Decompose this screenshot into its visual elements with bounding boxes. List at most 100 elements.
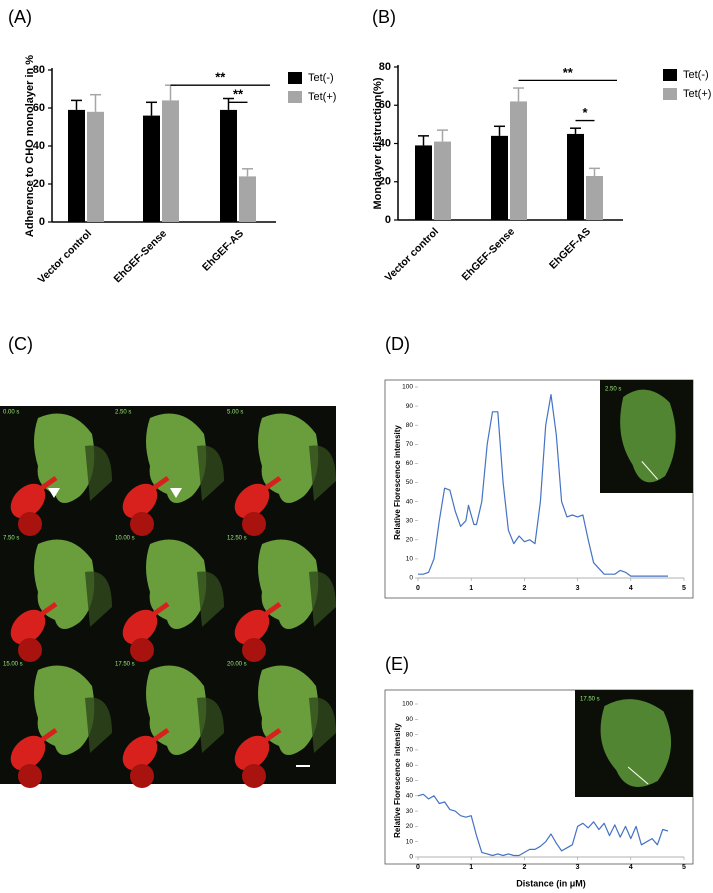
error-bar xyxy=(437,129,448,142)
red-stalk xyxy=(258,727,282,747)
frame: 12.50 s xyxy=(227,536,336,662)
y-tick-label: 80 xyxy=(379,61,391,73)
frame: 17.50 s xyxy=(115,662,224,788)
x-tick-label: 1 xyxy=(469,864,473,871)
significance-label: ** xyxy=(215,70,226,85)
y-tick-label: 10 xyxy=(406,556,414,563)
y-tick-label: 0 xyxy=(409,854,413,861)
red-cluster xyxy=(18,512,42,536)
x-tick-label: 1 xyxy=(469,585,473,592)
red-stalk xyxy=(34,475,58,495)
error-bar xyxy=(494,125,505,136)
inset-arrow xyxy=(641,461,659,480)
x-tick-label: 5 xyxy=(682,864,686,871)
x-tick-label: 2 xyxy=(522,864,526,871)
bar xyxy=(220,109,237,222)
y-tick-label: 70 xyxy=(406,747,414,754)
error-bar xyxy=(223,97,234,110)
green-neighbor xyxy=(85,697,112,753)
y-tick-label: 80 xyxy=(33,64,45,76)
error-bar xyxy=(589,167,600,177)
y-tick-label: 80 xyxy=(406,422,414,429)
bar xyxy=(162,100,179,222)
legend-swatch xyxy=(663,69,677,81)
frame: 7.50 s xyxy=(3,536,112,662)
frame: 10.00 s xyxy=(115,536,224,662)
y-tick-label: 20 xyxy=(406,537,414,544)
x-tick-label: 2 xyxy=(522,585,526,592)
green-neighbor xyxy=(197,571,224,627)
error-bar xyxy=(146,101,157,116)
y-tick-label: 0 xyxy=(409,575,413,582)
y-axis-label: Adherence to CHO monolayer in % xyxy=(24,55,36,237)
x-tick-label: 0 xyxy=(416,864,420,871)
y-axis-label: Relative Florescence intensity xyxy=(393,723,402,838)
bar xyxy=(586,176,603,220)
error-bar xyxy=(570,127,581,134)
x-tick-label: 5 xyxy=(682,585,686,592)
y-tick-label: 100 xyxy=(402,384,413,391)
red-cluster xyxy=(242,512,266,536)
frame: 15.00 s xyxy=(3,662,112,788)
frame-time-label: 20.00 s xyxy=(227,662,247,668)
error-bar xyxy=(71,99,82,110)
red-stalk xyxy=(146,601,170,621)
y-tick-label: 20 xyxy=(379,176,391,188)
significance-label: ** xyxy=(563,65,574,80)
red-stalk xyxy=(258,601,282,621)
y-tick-label: 40 xyxy=(379,137,391,149)
bar xyxy=(239,176,256,222)
inset-cell xyxy=(600,699,672,787)
inset-arrow xyxy=(627,766,649,785)
red-stalk xyxy=(258,475,282,495)
y-tick-label: 0 xyxy=(385,214,391,226)
green-neighbor xyxy=(197,697,224,753)
panel-label: (C) xyxy=(8,334,33,354)
bar xyxy=(87,111,104,222)
error-bar xyxy=(242,168,253,177)
line-series xyxy=(417,793,669,857)
arrowhead xyxy=(170,488,182,498)
frame-time-label: 0.00 s xyxy=(3,410,19,416)
bar xyxy=(434,141,451,220)
legend-label: Tet(-) xyxy=(308,72,334,84)
y-tick-label: 50 xyxy=(406,479,414,486)
frame: 2.50 s xyxy=(115,410,224,536)
x-tick-label: 4 xyxy=(629,585,633,592)
red-cluster xyxy=(242,764,266,788)
frame-time-label: 5.00 s xyxy=(227,410,243,416)
y-tick-label: 70 xyxy=(406,441,414,448)
inset-time-label: 2.50 s xyxy=(605,387,621,393)
red-cluster xyxy=(242,638,266,662)
green-neighbor xyxy=(309,697,336,753)
red-cluster xyxy=(130,764,154,788)
bar xyxy=(567,133,584,220)
panel-label: (A) xyxy=(8,7,32,27)
frame-time-label: 7.50 s xyxy=(3,536,19,542)
red-cluster xyxy=(130,512,154,536)
inset-cell xyxy=(620,389,676,483)
y-tick-label: 0 xyxy=(39,216,45,228)
red-stalk xyxy=(146,475,170,495)
legend-label: Tet(-) xyxy=(683,69,709,81)
panel-label: (E) xyxy=(385,654,409,674)
green-neighbor xyxy=(85,445,112,501)
line-series xyxy=(418,394,668,577)
y-tick-label: 60 xyxy=(406,460,414,467)
y-tick-label: 60 xyxy=(379,99,391,111)
panel-label: (B) xyxy=(372,7,396,27)
y-tick-label: 100 xyxy=(402,701,413,708)
frame: 20.00 s xyxy=(227,662,336,788)
x-tick-label: 3 xyxy=(576,585,580,592)
y-tick-label: 30 xyxy=(406,517,414,524)
red-cluster xyxy=(18,638,42,662)
arrowhead xyxy=(48,488,60,498)
panel-label: (D) xyxy=(385,334,410,354)
frame-time-label: 12.50 s xyxy=(227,536,247,542)
x-axis-label: Distance (in μM) xyxy=(516,878,586,888)
y-tick-label: 40 xyxy=(406,498,414,505)
green-neighbor xyxy=(197,445,224,501)
y-tick-label: 30 xyxy=(406,808,414,815)
